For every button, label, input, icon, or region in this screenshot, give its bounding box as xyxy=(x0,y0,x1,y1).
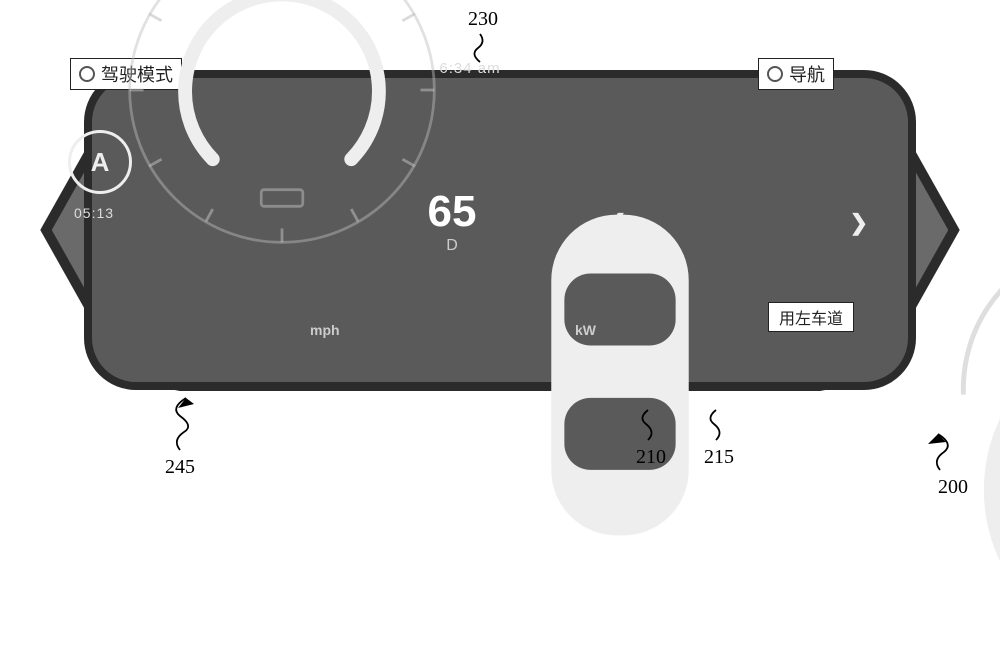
annotation-210: 210 xyxy=(636,446,666,469)
annotation-200: 200 xyxy=(938,476,968,499)
annotation-230: 230 xyxy=(468,8,498,31)
instrument-cluster: 驾驶模式 6:34 am 导航 A 05:13 xyxy=(40,50,960,410)
annotation-245: 245 xyxy=(165,456,195,479)
annotation-215: 215 xyxy=(704,446,734,469)
cluster-hull xyxy=(40,50,960,410)
